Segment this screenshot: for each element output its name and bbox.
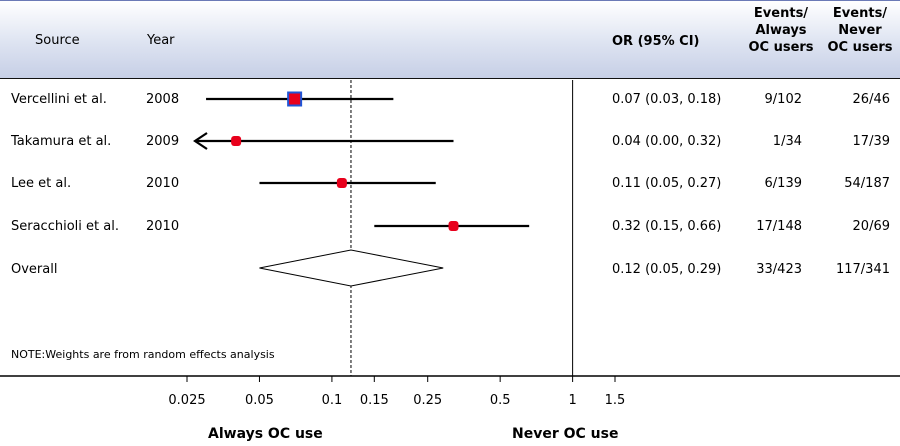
row-or: 0.11 (0.05, 0.27) (612, 176, 722, 191)
row-year: 2009 (146, 134, 180, 149)
header-events-never-line1: Events/ (832, 6, 888, 21)
header-events-never-line3: OC users (827, 40, 893, 55)
x-tick-label: 0.25 (413, 393, 442, 408)
row-or: 0.07 (0.03, 0.18) (612, 92, 722, 107)
overall-or: 0.12 (0.05, 0.29) (612, 262, 722, 277)
x-tick-label: 1 (568, 393, 576, 408)
row-events-never: 20/69 (852, 219, 890, 234)
overall-events-never: 117/341 (835, 262, 890, 277)
row-or: 0.04 (0.00, 0.32) (612, 134, 722, 149)
row-events-never: 17/39 (852, 134, 890, 149)
header-events-never: Events/ Never OC users (820, 5, 900, 56)
point-estimate (231, 136, 242, 146)
row-or: 0.32 (0.15, 0.66) (612, 219, 722, 234)
header-events-always-line2: Always (755, 23, 807, 38)
x-tick-label: 0.15 (360, 393, 389, 408)
direction-right-label: Never OC use (512, 426, 619, 442)
header-events-always: Events/ Always OC users (744, 5, 818, 56)
x-tick-label: 0.05 (245, 393, 274, 408)
weights-note: NOTE:Weights are from random effects ana… (11, 348, 275, 361)
row-events-never: 54/187 (844, 176, 890, 191)
x-tick-label: 0.1 (322, 393, 343, 408)
header-year: Year (147, 33, 175, 48)
x-tick-label: 0.025 (168, 393, 205, 408)
table-header: Source Year OR (95% CI) Events/ Always O… (0, 0, 900, 79)
row-source: Takamura et al. (11, 134, 112, 149)
overall-events-always: 33/423 (756, 262, 802, 277)
point-estimate (287, 91, 303, 107)
point-estimate (336, 178, 347, 188)
header-or: OR (95% CI) (612, 34, 700, 49)
row-year: 2008 (146, 92, 180, 107)
row-events-always: 9/102 (764, 92, 802, 107)
row-year: 2010 (146, 219, 180, 234)
point-estimate (448, 221, 459, 231)
row-events-always: 6/139 (764, 176, 802, 191)
row-year: 2010 (146, 176, 180, 191)
header-events-never-line2: Never (838, 23, 882, 38)
row-events-never: 26/46 (852, 92, 890, 107)
overall-diamond (259, 249, 444, 287)
x-tick-label: 1.5 (605, 393, 626, 408)
x-tick-label: 0.5 (490, 393, 511, 408)
header-events-always-line1: Events/ (753, 6, 809, 21)
header-source: Source (35, 33, 80, 48)
overall-source: Overall (11, 262, 58, 277)
ci-arrow-left (193, 132, 208, 150)
row-source: Seracchioli et al. (11, 219, 119, 234)
row-events-always: 1/34 (772, 134, 802, 149)
row-source: Lee et al. (11, 176, 72, 191)
header-events-always-line3: OC users (748, 40, 814, 55)
direction-left-label: Always OC use (208, 426, 323, 442)
row-source: Vercellini et al. (11, 92, 107, 107)
row-events-always: 17/148 (756, 219, 802, 234)
